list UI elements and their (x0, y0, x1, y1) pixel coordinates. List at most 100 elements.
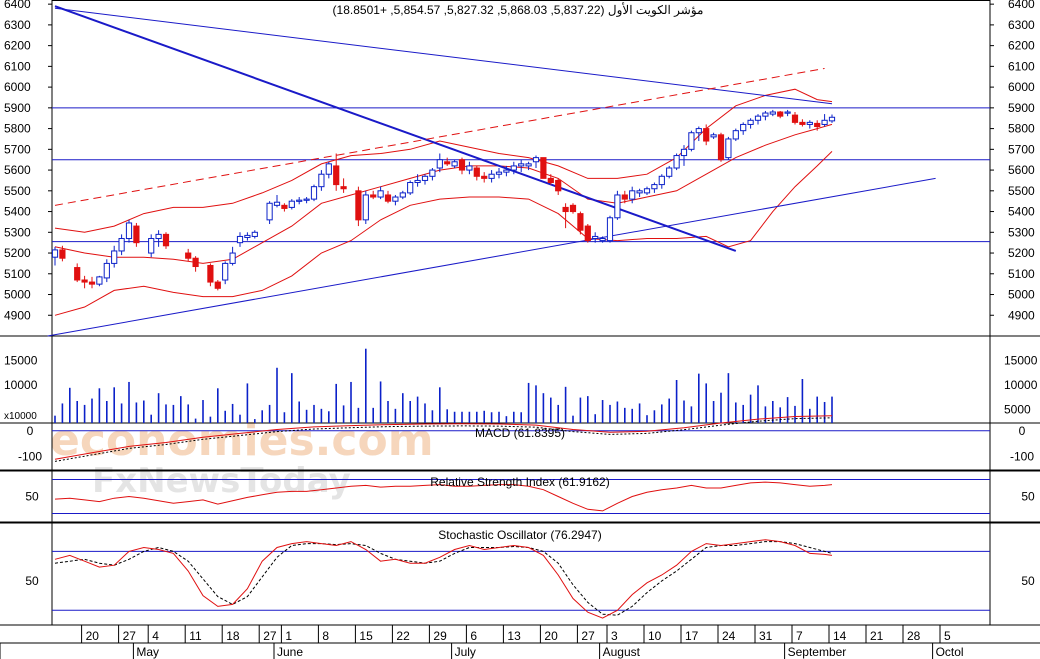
candle-up (821, 119, 828, 125)
candle-down (333, 165, 340, 186)
candle-down (355, 190, 362, 221)
candle-up (732, 130, 739, 140)
price-y-tick-right: 5900 (1008, 101, 1035, 115)
volume-unit-label: x10000 (4, 411, 37, 422)
x-day-label: 28 (907, 629, 921, 643)
x-day-label: 13 (507, 629, 521, 643)
volume-y-tick-right: 10000 (1004, 378, 1038, 392)
candle-up (125, 222, 133, 240)
candle-up (710, 134, 717, 138)
rsi-line (54, 481, 833, 512)
x-day-label: 6 (470, 629, 477, 643)
candle-down (214, 281, 221, 289)
candle-up (658, 175, 665, 186)
candle-up (614, 194, 621, 219)
candle-up (592, 235, 599, 240)
x-day-label: 8 (322, 629, 329, 643)
macd-y-tick-left: 0 (27, 424, 34, 438)
x-day-label: 24 (722, 629, 736, 643)
x-day-label: 17 (685, 629, 699, 643)
candle-down (703, 128, 710, 142)
candle-down (577, 213, 584, 231)
candle-down (185, 252, 192, 259)
candle-up (754, 115, 762, 121)
trendline (54, 67, 825, 206)
stoch-k-line (54, 539, 833, 619)
price-y-tick-right: 6100 (1008, 59, 1035, 73)
price-y-tick-left: 5700 (4, 142, 31, 156)
candle-up (318, 173, 325, 188)
candle-down (791, 114, 799, 123)
candle-up (643, 188, 651, 194)
price-y-tick-right: 5600 (1008, 163, 1035, 177)
rsi-panel (52, 479, 990, 514)
candle-up (828, 116, 836, 122)
candle-up (740, 123, 747, 132)
x-day-label: 15 (359, 629, 373, 643)
candle-down (621, 194, 628, 200)
candle-up (421, 175, 429, 181)
candle-up (769, 111, 776, 115)
x-day-label: 14 (833, 629, 847, 643)
candle-down (88, 281, 96, 285)
price-y-tick-left: 5000 (4, 288, 31, 302)
volume-panel (54, 348, 833, 423)
trendline (47, 177, 936, 337)
candle-up (236, 235, 244, 244)
price-y-tick-right: 6400 (1008, 0, 1035, 11)
x-month-label: Octol (936, 645, 964, 659)
price-y-tick-left: 5300 (4, 225, 31, 239)
candle-up (325, 163, 332, 175)
x-day-label: 27 (263, 629, 277, 643)
bollinger-upper (54, 88, 833, 233)
price-y-tick-left: 4900 (4, 308, 31, 322)
x-day-label: 10 (648, 629, 662, 643)
x-month-label: July (455, 645, 476, 659)
x-day-label: 31 (759, 629, 773, 643)
candle-up (488, 173, 495, 179)
price-y-tick-right: 5300 (1008, 225, 1035, 239)
candle-up (429, 169, 436, 177)
candle-up (303, 198, 310, 201)
candle-down (814, 122, 821, 128)
candle-up (399, 192, 406, 198)
candle-up (392, 196, 399, 202)
candle-down (162, 233, 170, 247)
candle-up (103, 262, 110, 279)
rsi-y-tick-right: 50 (1021, 490, 1035, 504)
candle-up (251, 231, 258, 237)
x-month-label: June (277, 645, 303, 659)
candle-down (81, 279, 88, 283)
candle-down (777, 111, 784, 117)
x-day-label: 4 (152, 629, 159, 643)
candle-up (503, 169, 510, 173)
candle-down (444, 161, 451, 165)
volume-y-tick-right: 5000 (1004, 402, 1031, 416)
candle-up (118, 238, 125, 252)
candle-up (407, 182, 414, 194)
x-day-label: 20 (544, 629, 558, 643)
price-title: مؤشر الكويت الأول (5,837.22, 5,868.03, 5… (333, 2, 704, 17)
candle-up (222, 262, 229, 281)
x-day-label: 22 (396, 629, 410, 643)
candle-up (695, 128, 702, 134)
candle-up (518, 163, 525, 167)
price-y-tick-right: 6200 (1008, 39, 1035, 53)
candle-down (569, 204, 577, 213)
candle-up (680, 148, 688, 157)
x-day-label: 29 (433, 629, 447, 643)
macd-y-tick-right: 0 (1019, 424, 1026, 438)
x-day-label: 1 (285, 629, 292, 643)
stoch-y-tick-right: 50 (1021, 574, 1035, 588)
price-y-tick-right: 5000 (1008, 288, 1035, 302)
candle-down (133, 225, 140, 244)
candle-up (414, 179, 421, 184)
candle-down (192, 257, 199, 268)
volume-y-tick-left: 15000 (4, 353, 38, 367)
candle-up (651, 184, 658, 190)
candle-down (799, 121, 806, 125)
price-y-tick-left: 6000 (4, 80, 31, 94)
volume-y-tick-left: 10000 (4, 378, 38, 392)
